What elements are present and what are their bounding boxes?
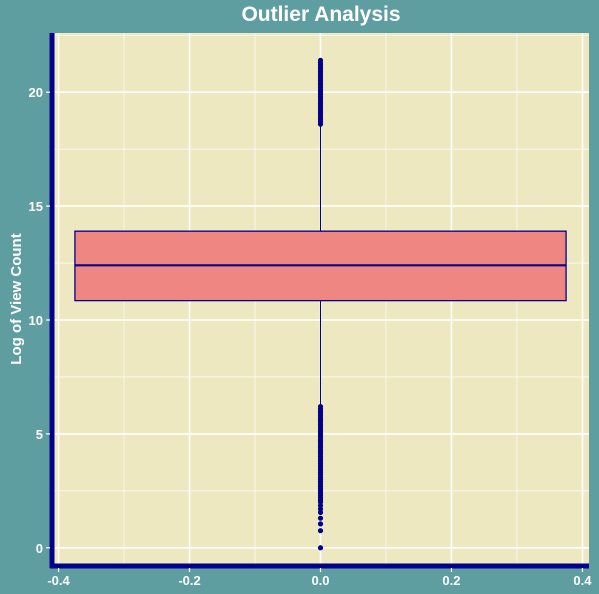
outlier-point <box>317 528 324 534</box>
x-tick-label: 0.2 <box>442 573 460 588</box>
outlier-point <box>317 545 324 551</box>
x-tick-label: -0.4 <box>47 573 70 588</box>
y-tick-label: 20 <box>29 85 43 100</box>
box <box>74 230 567 302</box>
chart-title: Outlier Analysis <box>241 3 400 26</box>
y-tick-label: 5 <box>36 427 43 442</box>
y-axis-label: Log of View Count <box>8 233 25 364</box>
x-axis-ticks: -0.4 -0.2 0.0 0.2 0.4 <box>47 568 592 588</box>
outlier-points <box>317 57 324 551</box>
y-axis-ticks: 0 5 10 15 20 <box>29 85 50 556</box>
x-tick-label: 0.4 <box>573 573 592 588</box>
x-tick-label: -0.2 <box>178 573 200 588</box>
outlier-point <box>317 521 324 527</box>
outlier-point <box>317 515 324 521</box>
y-tick-label: 15 <box>29 199 43 214</box>
outlier-point <box>317 403 324 410</box>
x-tick-label: 0.0 <box>311 573 329 588</box>
outlier-point <box>317 57 324 63</box>
y-tick-label: 10 <box>29 313 43 328</box>
y-tick-label: 0 <box>36 541 43 556</box>
